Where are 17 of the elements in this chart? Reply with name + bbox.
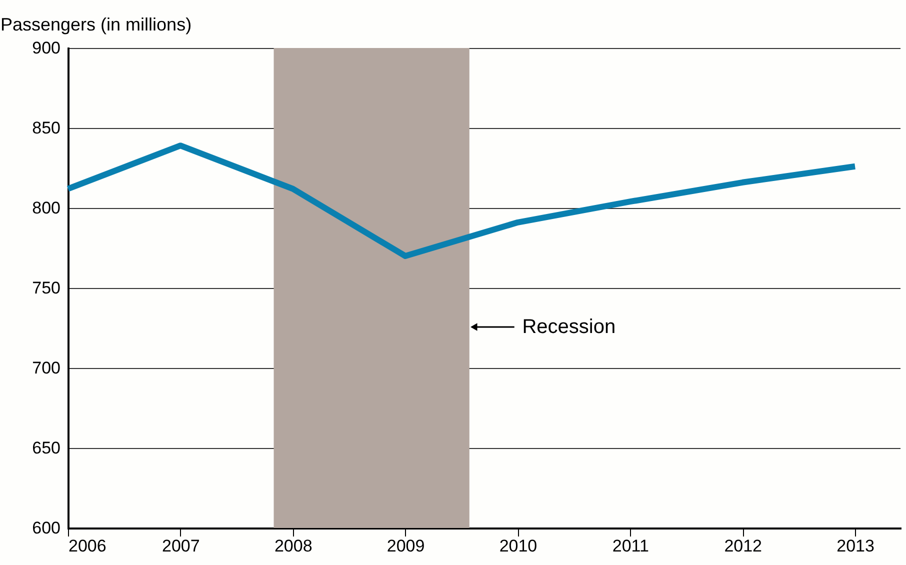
x-tick-label: 2012 — [724, 536, 762, 556]
y-axis-title: Passengers (in millions) — [0, 14, 192, 34]
y-tick-label: 900 — [32, 38, 60, 58]
x-tick-label: 2013 — [836, 536, 874, 556]
band-label: Recession — [522, 316, 616, 338]
y-tick-label: 600 — [32, 518, 60, 538]
y-tick-label: 650 — [32, 438, 60, 458]
x-tick-label: 2007 — [162, 536, 200, 556]
y-tick-label: 750 — [32, 278, 60, 298]
x-tick-label: 2009 — [386, 536, 425, 556]
x-tick-label: 2010 — [499, 536, 538, 556]
x-tick-label: 2011 — [612, 536, 649, 556]
y-tick-label: 700 — [32, 358, 60, 378]
y-tick-label: 850 — [32, 118, 60, 138]
x-tick-label: 2008 — [274, 536, 312, 556]
y-tick-label: 800 — [32, 198, 60, 218]
x-tick-label: 2006 — [68, 536, 106, 556]
